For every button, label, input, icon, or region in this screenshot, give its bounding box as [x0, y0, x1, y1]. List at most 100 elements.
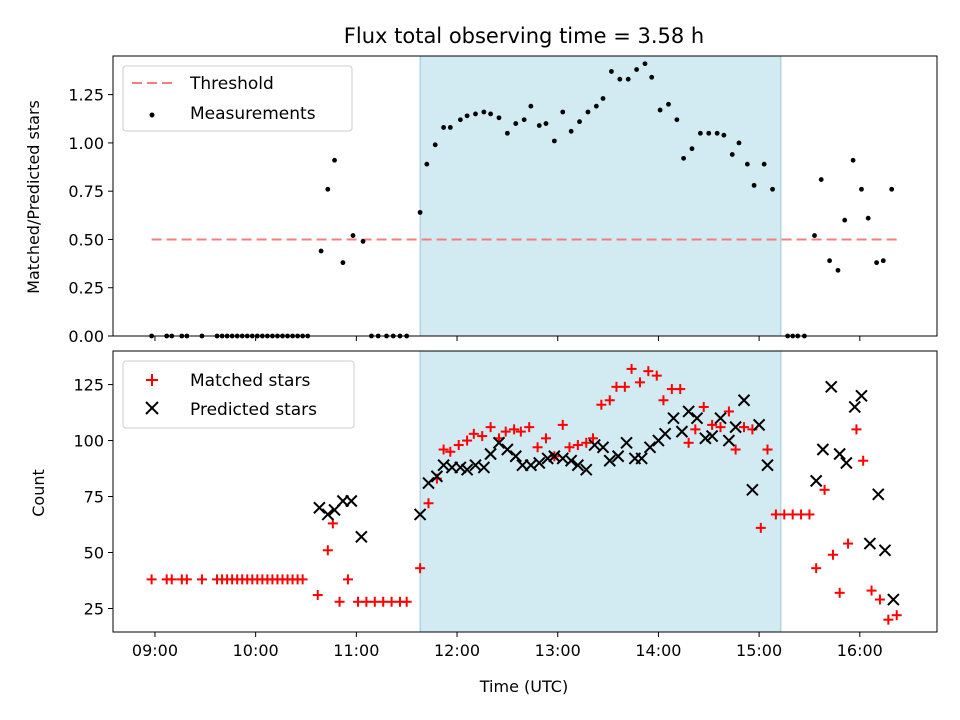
measurement-point-55 [560, 109, 566, 115]
predicted-point-45 [722, 434, 736, 447]
x-axis-label: Time (UTC) [479, 677, 568, 696]
x-tick-label-2: 11:00 [333, 641, 379, 660]
predicted-point-27 [580, 463, 593, 476]
measurement-point-40 [441, 125, 447, 130]
predicted-point-57 [855, 389, 868, 402]
measurement-point-43 [464, 113, 470, 119]
bottom-observing-window [419, 350, 782, 633]
measurement-point-29 [350, 233, 356, 238]
matched-point-79 [755, 522, 766, 533]
matched-point-51 [532, 442, 543, 453]
matched-point-56 [572, 440, 583, 451]
predicted-point-1 [321, 508, 335, 521]
x-tick-label-4: 13:00 [535, 641, 581, 660]
measurement-point-38 [424, 161, 430, 167]
measurement-point-66 [649, 74, 655, 80]
measurement-point-89 [835, 267, 841, 273]
predicted-point-7 [422, 476, 435, 490]
measurement-point-93 [865, 215, 871, 221]
measurement-point-46 [488, 111, 493, 117]
predicted-point-42 [699, 432, 712, 445]
measurement-point-87 [818, 177, 824, 182]
top-y-tick-label-2: 0.50 [68, 230, 104, 249]
x-tick-label-5: 14:00 [635, 641, 681, 660]
matched-point-80 [762, 444, 773, 455]
measurement-point-59 [593, 103, 599, 109]
matched-point-71 [690, 424, 701, 435]
predicted-point-31 [611, 450, 625, 463]
measurement-point-27 [332, 157, 337, 163]
predicted-point-48 [746, 483, 759, 497]
legend-matched-swatch [146, 374, 158, 386]
matched-point-58 [587, 433, 598, 444]
bottom-panel: 09:00 10:00 11:00 12:00 13:00 14:00 15:00 16:00… [29, 350, 938, 696]
measurement-point-65 [642, 61, 648, 67]
predicted-point-41 [690, 411, 704, 425]
matched-point-86 [811, 563, 822, 574]
matched-point-29 [353, 596, 364, 607]
matched-point-50 [524, 422, 535, 433]
predicted-point-55 [840, 456, 853, 470]
matched-point-66 [651, 370, 662, 381]
predicted-point-43 [705, 429, 719, 443]
predicted-point-39 [675, 425, 689, 438]
measurement-point-41 [447, 125, 453, 130]
measurement-point-78 [744, 161, 750, 167]
predicted-point-21 [533, 456, 546, 470]
predicted-point-44 [714, 411, 727, 425]
matched-point-36 [415, 563, 426, 574]
predicted-point-14 [477, 461, 491, 474]
legend-predicted-label: Predicted stars [190, 400, 317, 420]
matched-point-85 [804, 509, 815, 520]
top-y-tick-label-4: 1.00 [68, 134, 104, 153]
matched-point-87 [819, 484, 830, 495]
predicted-point-4 [345, 494, 358, 508]
predicted-point-26 [571, 458, 585, 472]
matched-point-41 [453, 440, 464, 451]
measurement-point-56 [568, 128, 574, 134]
measurement-point-58 [585, 109, 591, 115]
top-y-axis-label: Matched/Predicted stars [24, 100, 43, 294]
matched-point-49 [515, 426, 526, 437]
matched-point-28 [342, 574, 353, 585]
predicted-point-12 [460, 463, 474, 476]
matched-point-57 [581, 437, 592, 448]
matched-point-61 [611, 381, 622, 392]
matched-point-70 [683, 437, 694, 448]
matched-point-69 [675, 384, 686, 395]
matched-point-5 [196, 574, 207, 585]
matched-point-48 [509, 424, 520, 435]
matched-point-59 [596, 399, 607, 410]
legend-predicted-swatch [145, 401, 159, 415]
predicted-stars-points [313, 380, 900, 606]
predicted-point-54 [833, 447, 846, 461]
predicted-point-37 [658, 427, 672, 441]
predicted-point-34 [635, 452, 648, 465]
matched-point-95 [883, 614, 894, 625]
matched-point-65 [643, 366, 654, 377]
predicted-point-61 [887, 593, 900, 606]
measurement-point-44 [473, 111, 478, 117]
predicted-point-30 [603, 454, 616, 467]
measurement-point-94 [874, 260, 879, 266]
matched-point-91 [851, 424, 862, 435]
predicted-point-18 [509, 450, 522, 463]
measurement-point-61 [609, 69, 614, 74]
x-tick-label-0: 09:00 [132, 641, 178, 660]
matched-point-4 [181, 574, 192, 585]
bottom-y-tick-label-2: 75 [84, 488, 104, 507]
matched-point-37 [423, 498, 434, 509]
top-y-tick-label-1: 0.25 [68, 279, 104, 298]
top-observing-window [419, 55, 782, 337]
predicted-point-6 [413, 508, 427, 521]
bottom-axes-frame [112, 350, 938, 633]
measurement-point-62 [617, 76, 623, 82]
measurement-point-77 [736, 140, 742, 146]
predicted-point-16 [492, 436, 506, 450]
matched-point-27 [334, 596, 345, 607]
matched-point-93 [866, 585, 877, 596]
matched-point-82 [779, 509, 790, 520]
matched-point-90 [843, 538, 854, 549]
matched-point-55 [564, 442, 575, 453]
